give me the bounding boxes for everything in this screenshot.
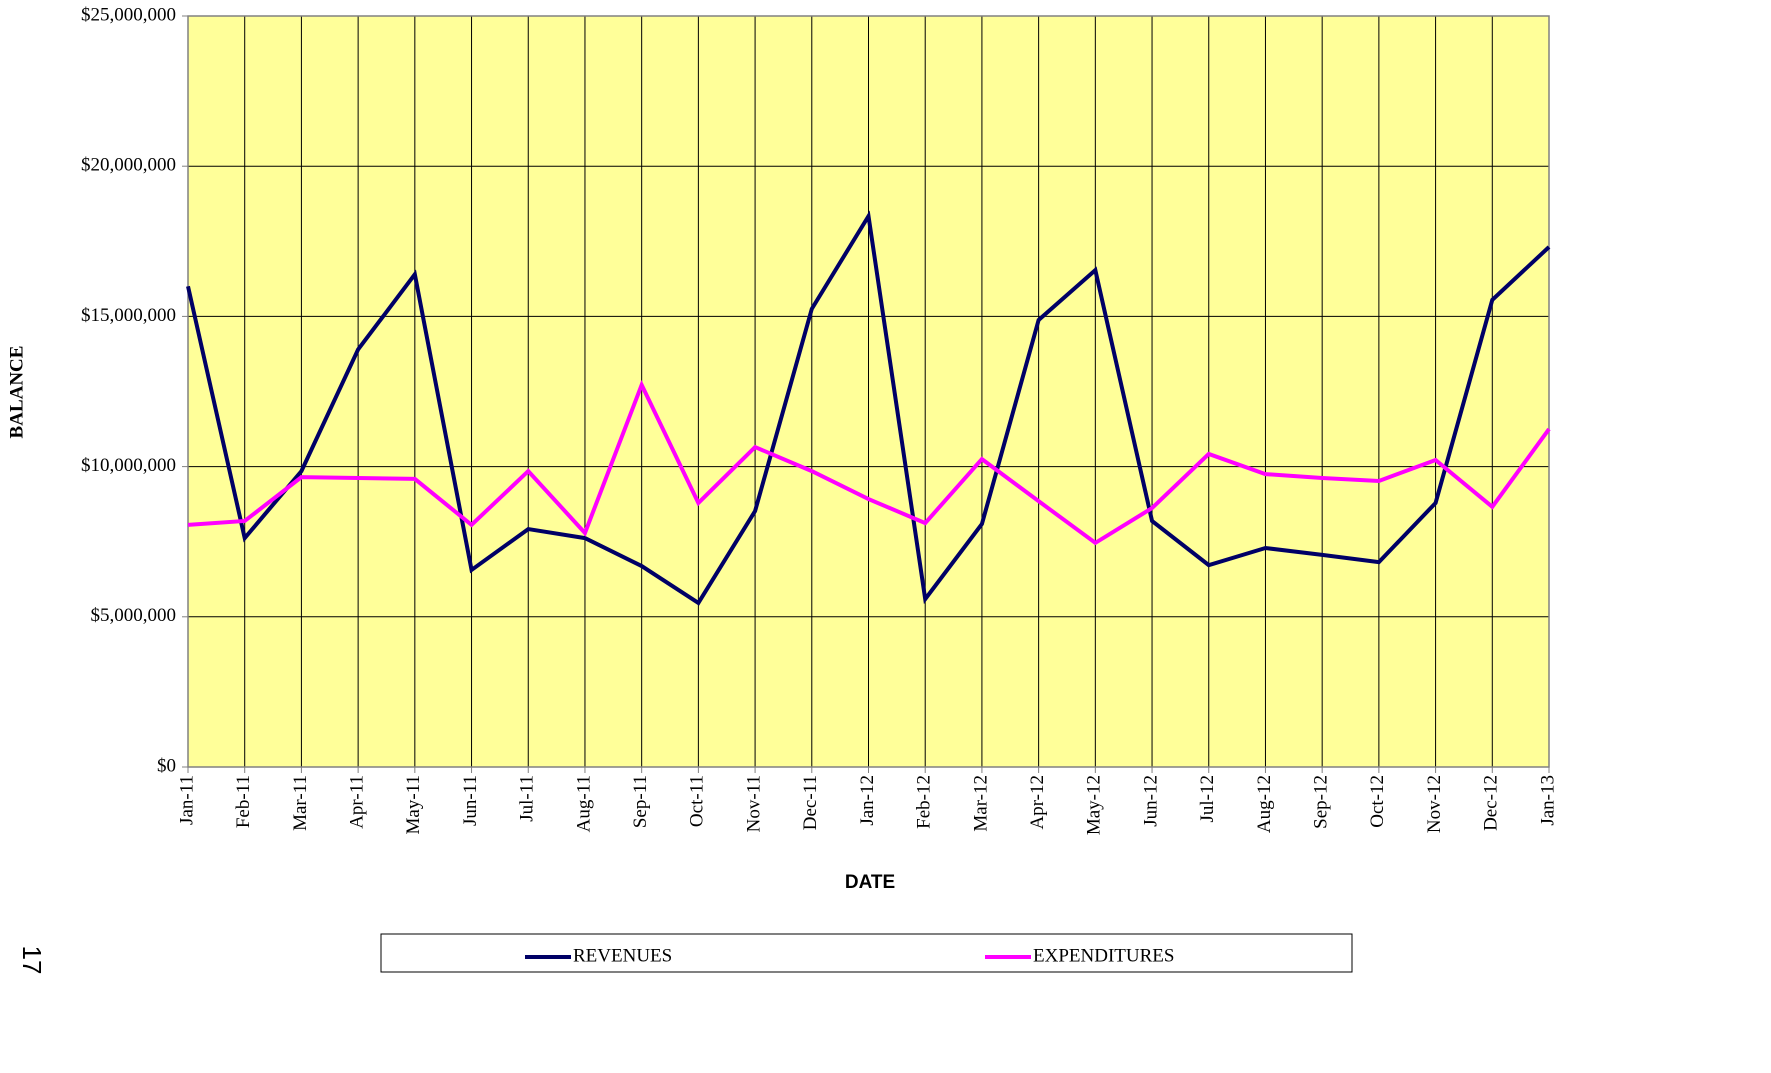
x-tick-label: Sep-12 bbox=[1311, 775, 1332, 829]
x-tick-label: Jan-12 bbox=[857, 775, 878, 826]
x-tick-label: Mar-11 bbox=[290, 775, 311, 831]
x-tick-label: Oct-11 bbox=[687, 775, 708, 827]
y-tick-label: $20,000,000 bbox=[81, 155, 176, 176]
x-tick-label: Dec-12 bbox=[1481, 775, 1502, 831]
x-tick-label: Feb-12 bbox=[914, 775, 935, 829]
x-tick-label: Feb-11 bbox=[233, 775, 254, 828]
x-tick-label: Mar-12 bbox=[970, 775, 991, 832]
x-tick-label: Aug-11 bbox=[573, 775, 594, 832]
y-tick-label: $0 bbox=[157, 755, 176, 776]
legend-label: REVENUES bbox=[573, 945, 672, 966]
x-tick-label: Apr-11 bbox=[346, 775, 367, 829]
x-tick-label: Jul-12 bbox=[1197, 775, 1218, 823]
page-number: 17 bbox=[17, 946, 47, 975]
x-tick-label: Nov-11 bbox=[743, 775, 764, 832]
y-tick-label: $15,000,000 bbox=[81, 305, 176, 326]
x-tick-label: Apr-12 bbox=[1027, 775, 1048, 830]
series-line bbox=[187, 379, 1551, 546]
y-tick-label: $10,000,000 bbox=[81, 455, 176, 476]
x-tick-label: Sep-11 bbox=[630, 775, 651, 828]
y-axis-title: BALANCE bbox=[6, 346, 27, 439]
legend-box bbox=[380, 933, 1353, 973]
x-tick-label: Oct-12 bbox=[1367, 775, 1388, 828]
x-tick-label: Dec-11 bbox=[800, 775, 821, 830]
x-tick-label: Nov-12 bbox=[1424, 775, 1445, 833]
x-tick-label: Jan-13 bbox=[1537, 775, 1558, 826]
plot-border bbox=[187, 15, 1550, 768]
x-axis-title: DATE bbox=[845, 872, 895, 893]
x-tick-label: Jul-11 bbox=[517, 775, 538, 822]
x-tick-label: Jun-11 bbox=[460, 775, 481, 826]
x-tick-label: Jun-12 bbox=[1140, 775, 1161, 827]
x-tick-label: May-11 bbox=[403, 775, 424, 834]
y-tick-label: $5,000,000 bbox=[91, 605, 177, 626]
y-tick-label: $25,000,000 bbox=[81, 4, 176, 25]
x-tick-label: Jan-11 bbox=[176, 775, 197, 825]
x-tick-label: May-12 bbox=[1084, 775, 1105, 835]
series-line bbox=[186, 210, 1551, 606]
x-tick-label: Aug-12 bbox=[1254, 775, 1275, 833]
legend-label: EXPENDITURES bbox=[1033, 945, 1174, 966]
